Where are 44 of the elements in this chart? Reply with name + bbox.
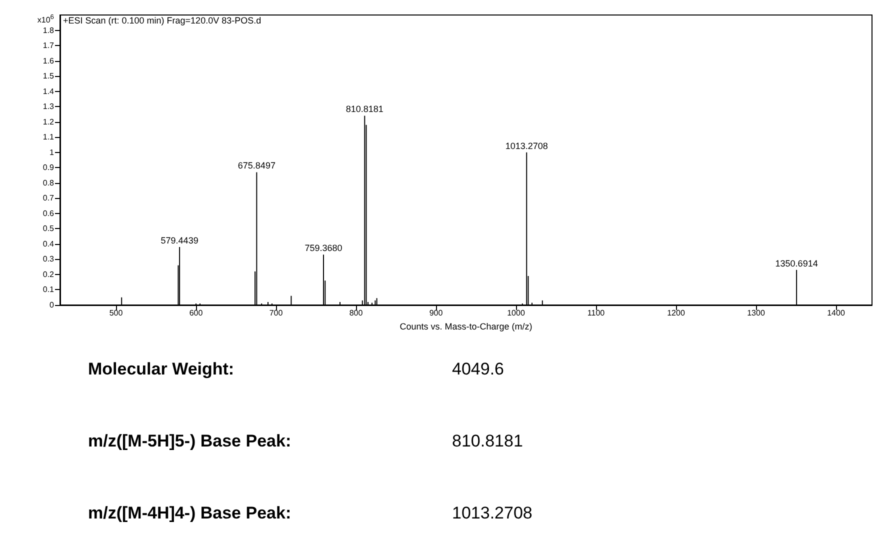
y-tick-label: 0.5 <box>42 224 55 234</box>
x-tick-label: 1100 <box>587 308 606 318</box>
y-tick-label: 1.5 <box>42 72 55 81</box>
x-axis-title: Counts vs. Mass-to-Charge (m/z) <box>400 321 532 332</box>
y-tick-label: 0.1 <box>42 285 55 294</box>
x-tick-label: 900 <box>429 308 444 318</box>
text: m/z([M-5H]5-) Base Peak: <box>88 432 292 450</box>
annotation: 675.8497 <box>238 160 276 171</box>
x-tick-label: 800 <box>349 308 364 318</box>
x-tick-label: 1200 <box>667 308 686 318</box>
y-tick-label: 0.8 <box>42 178 55 188</box>
annotation: 1350.6914 <box>775 258 818 268</box>
annotation: 810.8181 <box>346 104 384 114</box>
text: 4049.6 <box>452 360 504 378</box>
y-tick-label: 0.9 <box>42 163 55 172</box>
text: 810.8181 <box>452 432 523 450</box>
text: 1013.2708 <box>452 504 532 522</box>
text: Molecular Weight: <box>88 360 234 378</box>
y-axis-title: x10$^{6}$ <box>36 13 54 26</box>
y-tick-label: 0.3 <box>42 254 55 264</box>
y-tick-label: 1.3 <box>42 102 55 112</box>
chart-title: +ESI Scan (rt: 0.100 min) Frag=120.0V 83-POS.d <box>63 16 262 26</box>
y-tick-label: 0.4 <box>42 239 55 248</box>
y-tick-label: 0.7 <box>42 194 55 203</box>
x-tick-label: 1400 <box>827 308 846 318</box>
y-tick-label: 0.2 <box>42 270 55 279</box>
y-tick-label: 1.6 <box>42 56 55 66</box>
text: m/z([M-4H]4-) Base Peak: <box>88 504 292 522</box>
annotation: 1013.2708 <box>505 140 548 151</box>
y-tick-label: 1.1 <box>42 132 55 142</box>
annotation: 579.4439 <box>160 236 198 246</box>
y-tick-label: 1.4 <box>42 86 55 96</box>
x-tick-label: 500 <box>109 308 124 318</box>
y-tick-label: 1.2 <box>42 117 55 126</box>
x-tick-label: 1000 <box>507 308 526 318</box>
y-tick-label: 1.7 <box>42 41 55 50</box>
x-tick-label: 1300 <box>747 308 766 318</box>
y-tick-label: 1.8 <box>42 26 55 35</box>
x-tick-label: 700 <box>269 308 284 318</box>
x-tick-label: 600 <box>189 308 204 318</box>
y-tick-label: 0.6 <box>42 208 55 218</box>
y-tick-label: 1 <box>50 148 55 157</box>
annotation: 759.3680 <box>304 243 342 254</box>
y-tick-label: 0 <box>50 300 55 310</box>
